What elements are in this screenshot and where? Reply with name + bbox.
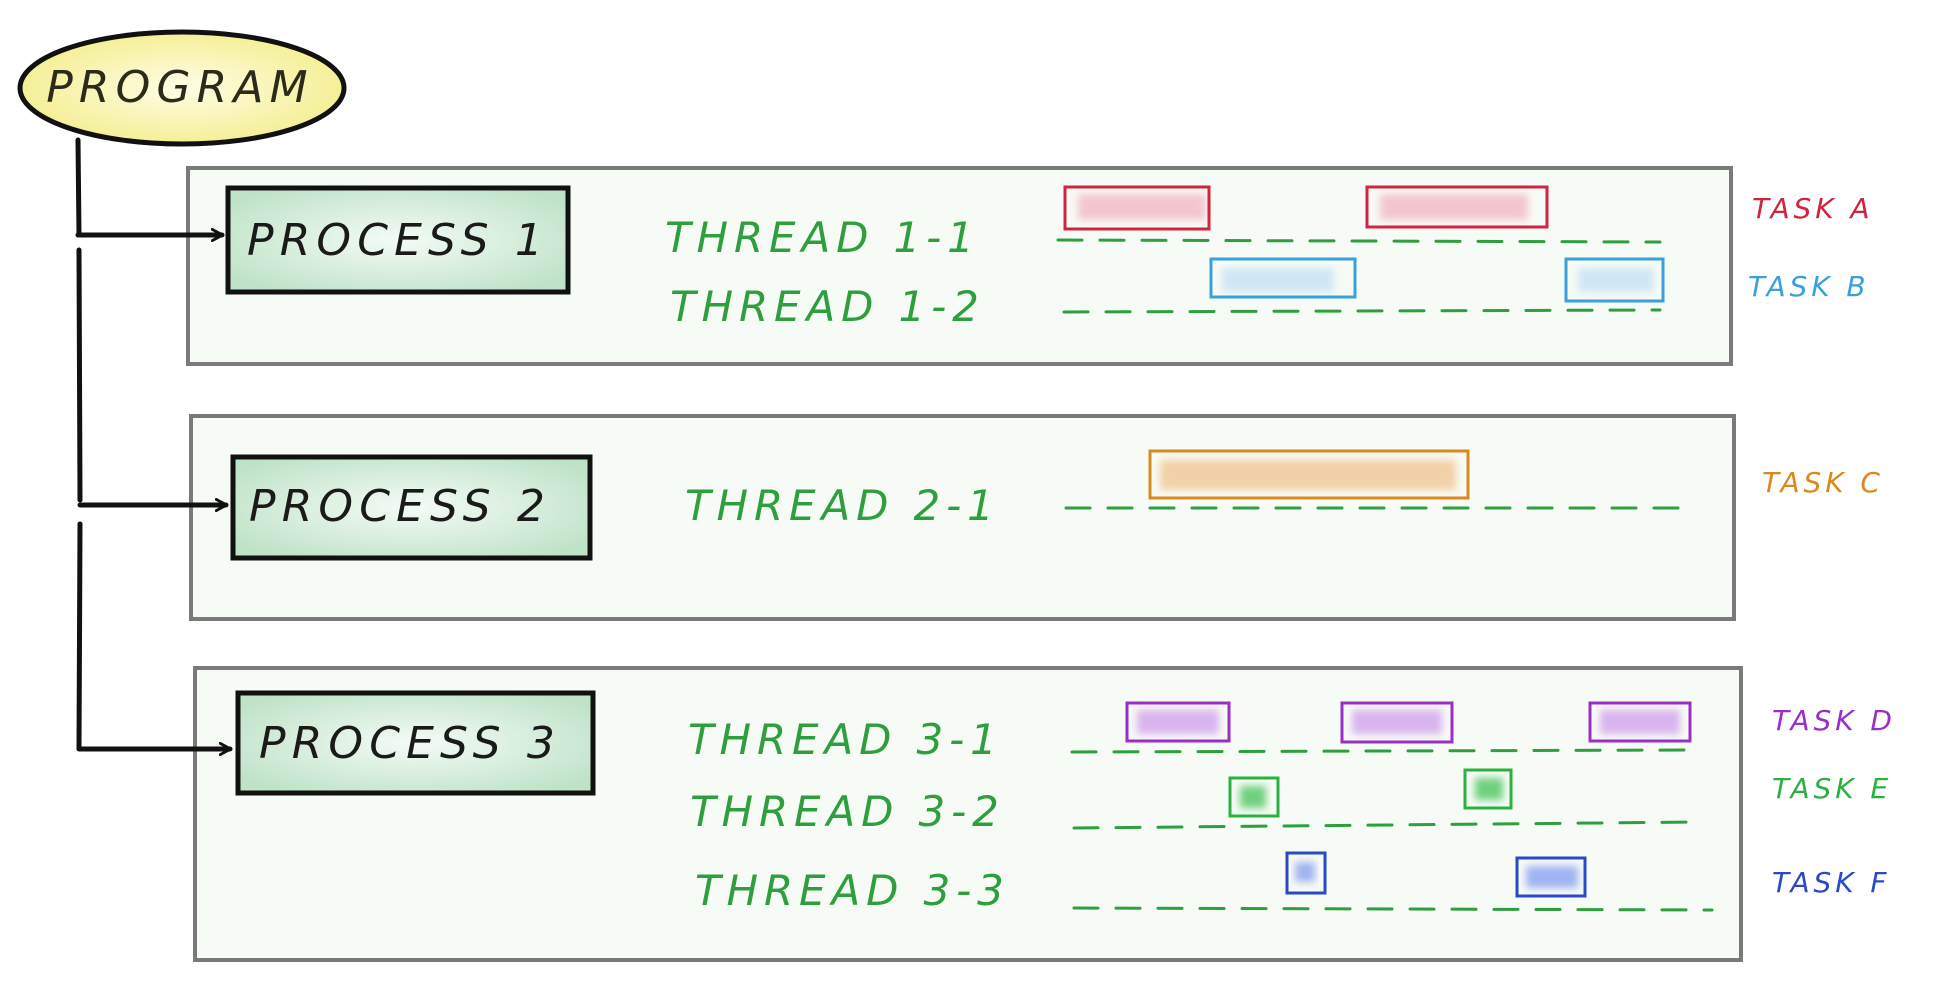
task-block-e [1463,768,1513,810]
task-label-c: Task C [1762,466,1884,499]
task-block-d [1340,701,1454,744]
thread-label: Thread 2-1 [685,481,1000,530]
trunk-line [76,521,83,751]
thread-label: Thread 3-1 [688,715,1003,764]
process-node-2: Process 2 [230,454,593,561]
task-block-a [1365,185,1549,229]
task-block-e [1228,776,1280,818]
task-block-c [1148,449,1470,500]
task-block-f [1515,856,1587,898]
task-block-d [1588,701,1692,743]
task-block-a [1063,185,1211,231]
task-label-e: Task E [1772,772,1892,805]
task-block-d [1125,701,1231,743]
program-label: Program [46,62,314,113]
thread-label: Thread 1-2 [670,282,985,331]
process-node-3: Process 3 [235,690,596,796]
task-block-b [1209,257,1357,299]
process-label: Process 3 [259,718,561,769]
process-node-1: Process 1 [225,185,571,295]
process-label: Process 2 [249,481,551,532]
timeline-thread-3-2 [1072,820,1702,830]
timeline-thread-3-3 [1072,906,1714,912]
task-label-b: Task B [1748,270,1869,303]
timeline-thread-1-1 [1056,238,1662,244]
program-node: Program [17,29,347,147]
thread-label: Thread 3-2 [690,787,1005,836]
task-blocks [1063,185,1692,898]
task-label-d: Task D [1772,704,1896,737]
timeline-thread-1-2 [1062,308,1662,314]
task-block-b [1564,257,1665,303]
trunk-line [76,247,83,503]
task-legend: Task A Task B Task C Task D Task E Task … [1748,192,1896,899]
thread-label: Thread 3-3 [695,866,1010,915]
thread-timelines [1056,238,1714,912]
task-block-f [1285,851,1327,895]
trunk-line [75,137,82,238]
timeline-thread-3-1 [1070,748,1692,754]
tree-connectors [75,137,233,756]
process-label: Process 1 [247,215,549,266]
task-label-f: Task F [1772,866,1890,899]
thread-label: Thread 1-1 [665,213,980,262]
task-label-a: Task A [1752,192,1873,225]
